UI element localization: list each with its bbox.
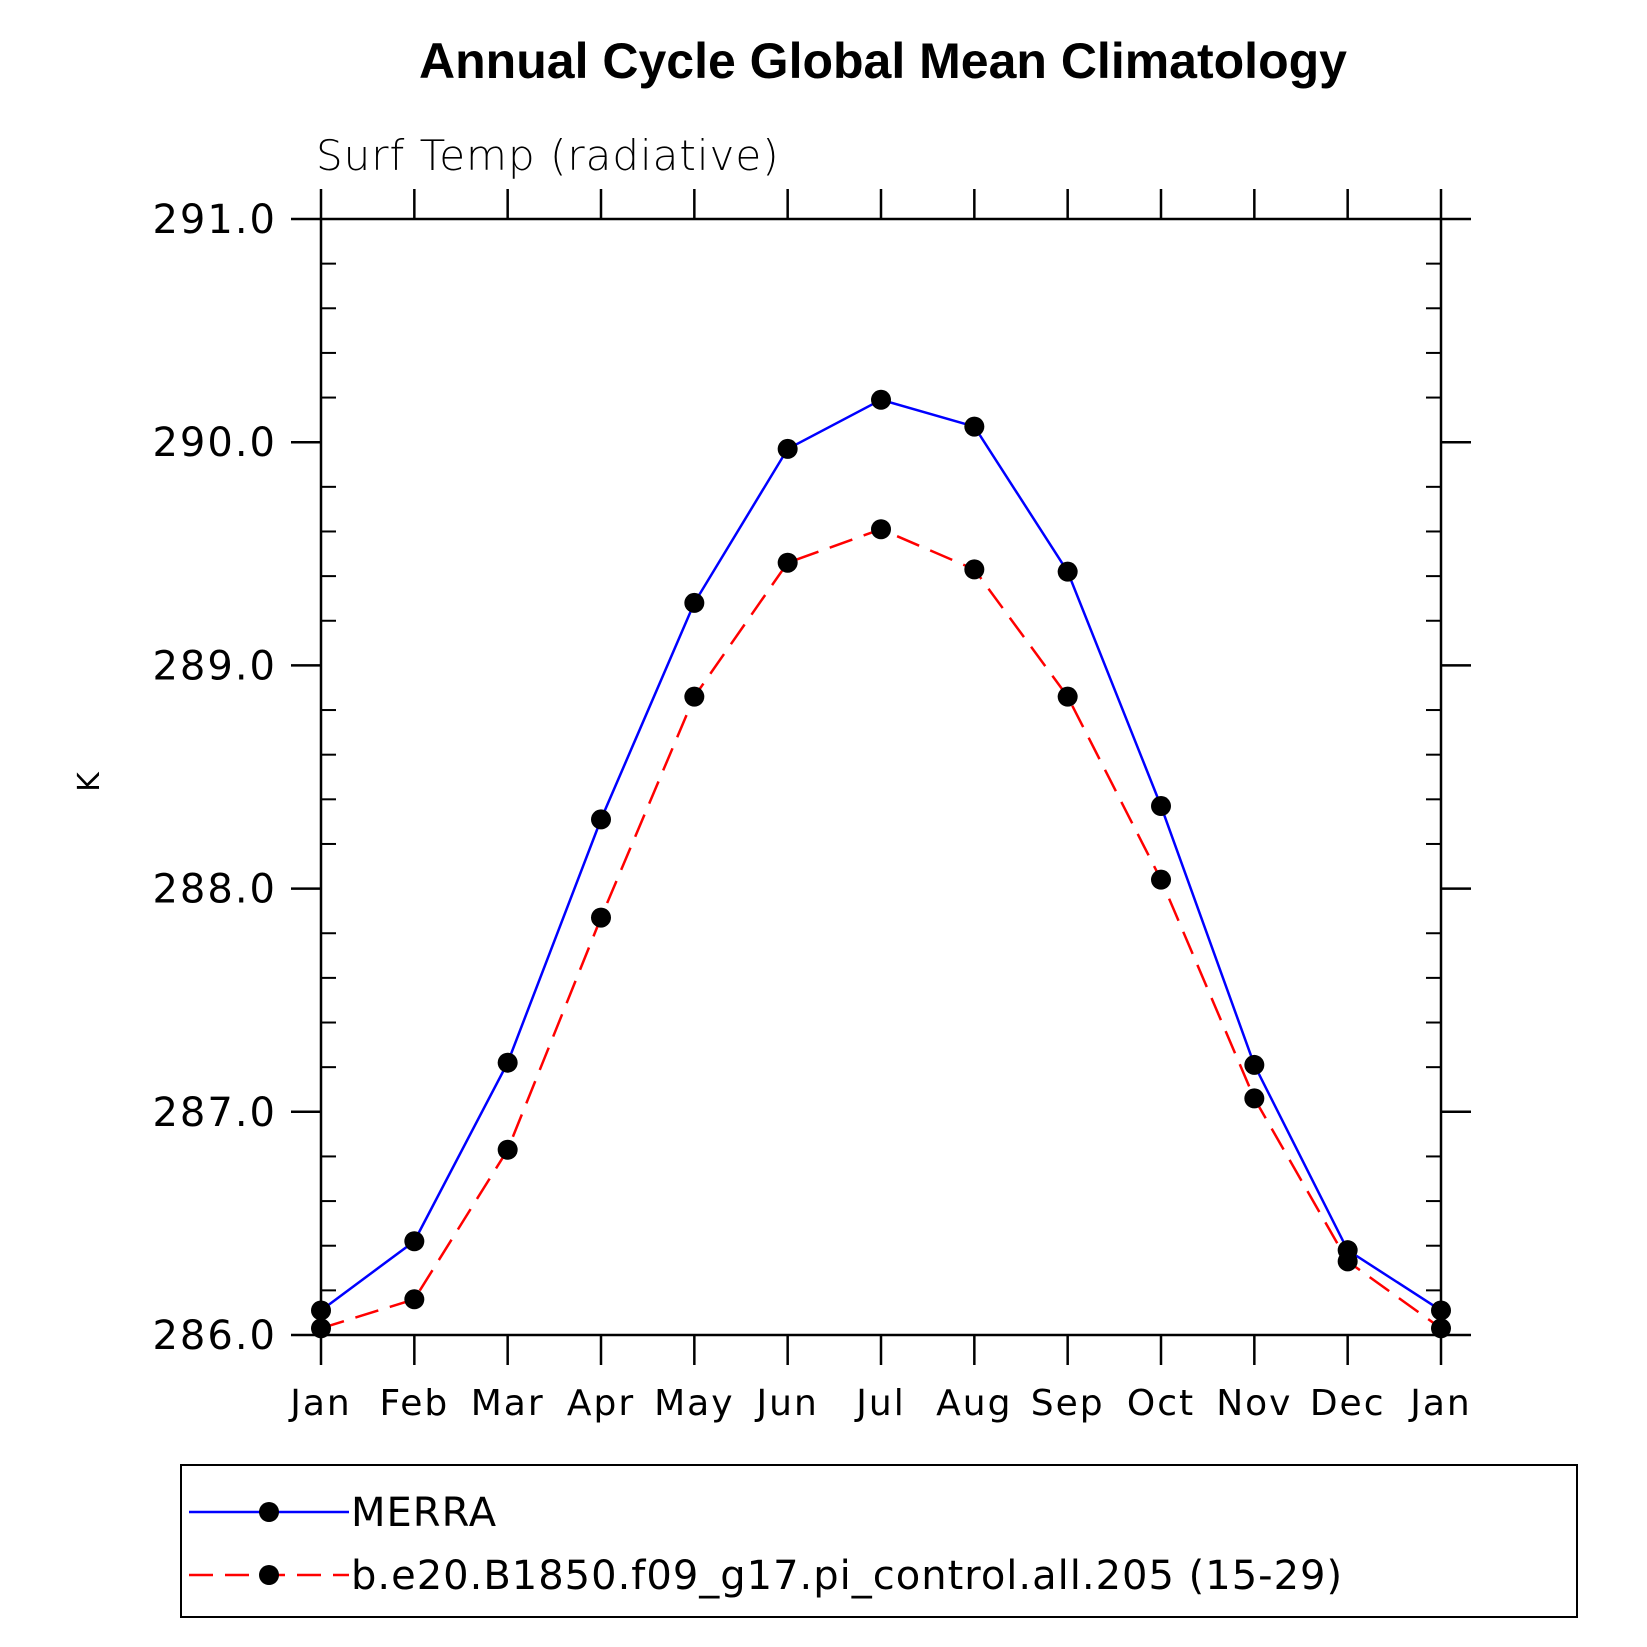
series-1-point (684, 592, 705, 613)
series-2-point (497, 1139, 518, 1160)
series-2-point (404, 1289, 425, 1310)
series-2-point (1431, 1318, 1451, 1339)
x-tick-label: Oct (1127, 1383, 1195, 1424)
y-tick-label: 289.0 (152, 643, 277, 689)
series-1-point (1057, 561, 1078, 582)
series-2-point (871, 519, 891, 540)
legend: MERRA b.e20.B1850.f09_g17.pi_control.all.… (180, 1464, 1578, 1618)
x-tick-label: Dec (1310, 1383, 1386, 1424)
y-tick-label: 288.0 (152, 867, 277, 913)
series-1-point (964, 416, 985, 437)
legend-swatch-marker (259, 1565, 279, 1585)
y-axis-label: K (72, 771, 107, 792)
x-tick-label: Apr (567, 1383, 635, 1424)
y-tick-labels: 286.0 287.0 288.0 289.0 290.0 291.0 (152, 197, 277, 1359)
x-tick-label: Sep (1031, 1383, 1105, 1424)
axis-ticks (291, 189, 1471, 1365)
x-tick-labels: Jan Feb Mar Apr May Jun Jul Aug Sep Oct Nov Dec Jan (288, 1383, 1472, 1424)
series-1-point (1244, 1054, 1265, 1075)
y-tick-label: 290.0 (152, 420, 277, 466)
x-tick-label: Jul (854, 1383, 905, 1424)
series-2-point (311, 1318, 331, 1339)
legend-items: MERRA b.e20.B1850.f09_g17.pi_control.all.… (189, 1490, 1343, 1599)
x-tick-label: Jan (1408, 1383, 1472, 1424)
series-2-point (1057, 686, 1078, 707)
series-1-point (777, 438, 798, 459)
series-2-point (964, 559, 985, 580)
legend-label: b.e20.B1850.f09_g17.pi_control.all.205 (… (351, 1553, 1343, 1599)
y-tick-label: 287.0 (152, 1090, 277, 1136)
series-2-point (777, 552, 798, 573)
series-2-point (1337, 1251, 1358, 1272)
series-1-point (311, 1300, 331, 1321)
y-tick-label: 291.0 (152, 197, 277, 243)
legend-label: MERRA (351, 1490, 497, 1536)
x-tick-label: Feb (379, 1383, 449, 1424)
legend-box (180, 1464, 1578, 1618)
series-1-point (1151, 796, 1171, 817)
series-1-point (591, 809, 611, 830)
series-1-point (1431, 1300, 1451, 1321)
series-1-point (497, 1052, 518, 1073)
series-2-point (591, 907, 611, 928)
series-line-2 (320, 527, 1442, 1330)
series-2-point (1151, 869, 1171, 890)
x-tick-label: Aug (936, 1383, 1012, 1424)
chart-title: Annual Cycle Global Mean Climatology (419, 33, 1347, 89)
chart-subtitle: Surf Temp (radiative) (316, 131, 780, 180)
x-tick-label: Nov (1216, 1383, 1292, 1424)
legend-swatch-marker (259, 1502, 279, 1522)
plot-frame (319, 217, 1443, 1337)
x-tick-label: Jan (288, 1383, 352, 1424)
series-2-point (684, 686, 705, 707)
y-tick-label: 286.0 (152, 1313, 277, 1359)
x-tick-label: Mar (471, 1383, 545, 1424)
series-1-point (404, 1231, 425, 1252)
series-2-point (1244, 1088, 1265, 1109)
series-1-point (871, 389, 891, 410)
x-tick-label: May (654, 1383, 734, 1424)
series-layer (311, 389, 1451, 1339)
x-tick-label: Jun (755, 1383, 819, 1424)
